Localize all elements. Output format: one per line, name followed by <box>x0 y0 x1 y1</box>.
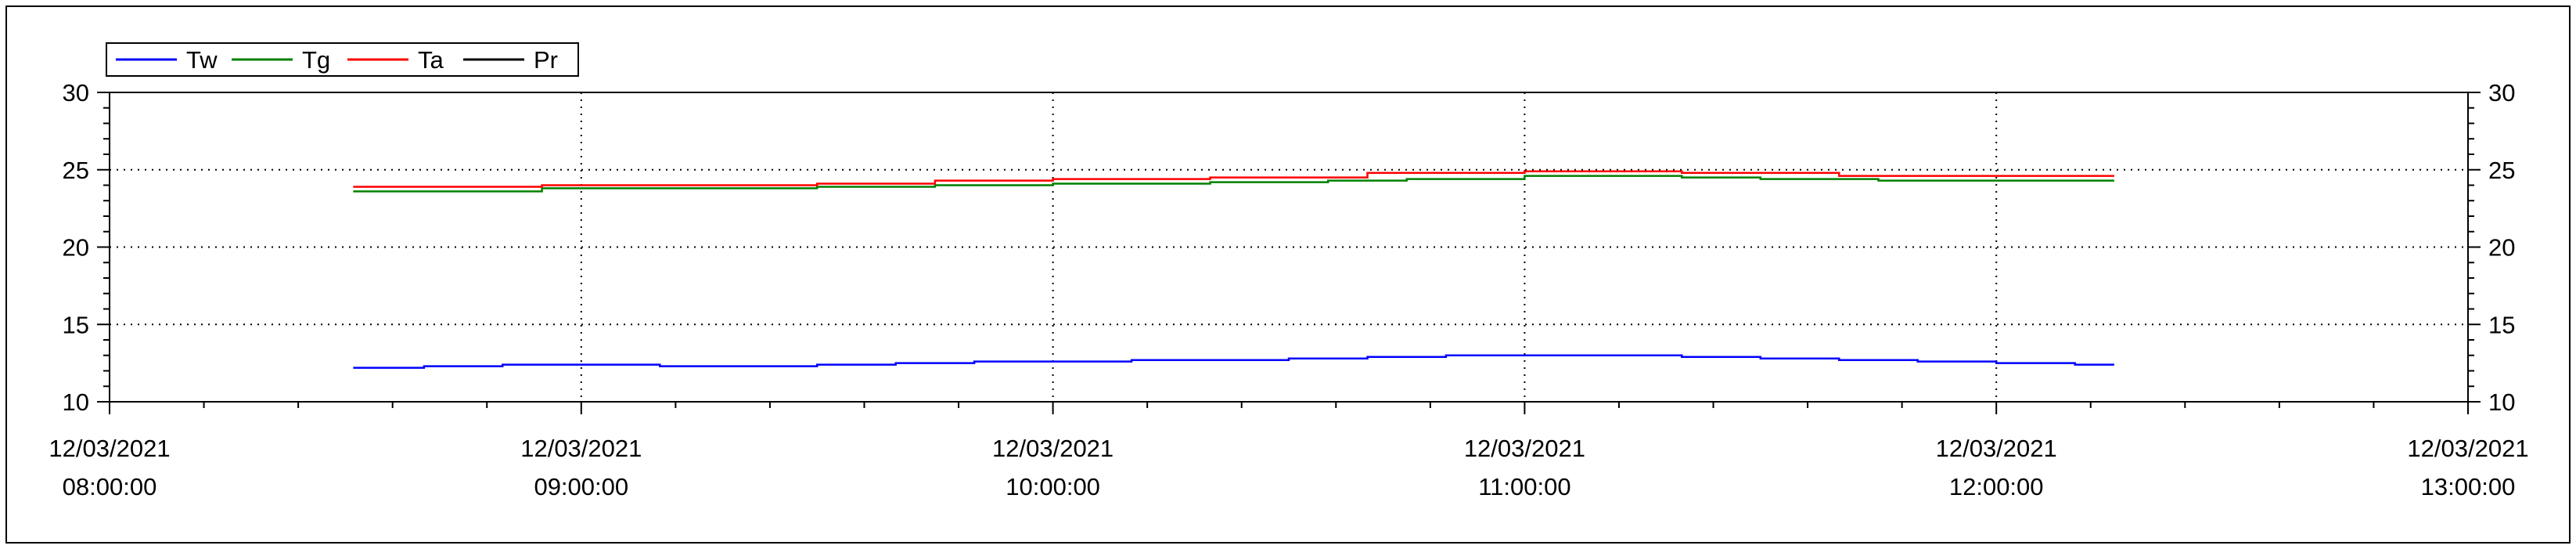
x-tick-label-date: 12/03/2021 <box>992 435 1114 462</box>
legend-label-tg: Tg <box>302 46 330 74</box>
series-line-ta <box>353 170 2114 188</box>
x-tick-label-date: 12/03/2021 <box>1464 435 1585 462</box>
grid-layer <box>110 92 2468 402</box>
x-tick-label-time: 08:00:00 <box>63 473 157 500</box>
y-tick-label-right: 10 <box>2488 388 2515 416</box>
chart-outer-frame <box>5 5 2571 544</box>
legend: Tw Tg Ta Pr <box>106 42 579 77</box>
x-tick-label-time: 10:00:00 <box>1006 473 1100 500</box>
legend-label-ta: Ta <box>418 46 444 74</box>
tick-layer <box>97 92 2481 414</box>
x-tick-labels: 12/03/2021 08:00:00 12/03/2021 09:00:00 12/0… <box>49 435 2528 500</box>
y-tick-label-left: 10 <box>63 388 89 416</box>
x-tick-label-date: 12/03/2021 <box>520 435 642 462</box>
x-tick-label-date: 12/03/2021 <box>1936 435 2057 462</box>
x-tick-label-time: 11:00:00 <box>1478 473 1570 500</box>
y-tick-label-right: 20 <box>2488 234 2515 262</box>
y-tick-label-right: 15 <box>2488 311 2515 338</box>
y-tick-label-left: 25 <box>63 157 89 184</box>
legend-label-pr: Pr <box>534 46 558 74</box>
x-tick-label-time: 12:00:00 <box>1949 473 2044 500</box>
x-tick-label-date: 12/03/2021 <box>49 435 170 462</box>
y-tick-label-right: 25 <box>2488 157 2515 184</box>
y-tick-label-left: 15 <box>63 311 89 338</box>
series-line-tw <box>353 354 2114 369</box>
legend-items: Tw Tg Ta Pr <box>116 46 558 74</box>
x-tick-label-time: 13:00:00 <box>2421 473 2516 500</box>
y-tick-label-right: 30 <box>2488 79 2515 107</box>
y-tick-labels-left: 10 15 20 25 30 <box>63 79 89 416</box>
x-tick-label-time: 09:00:00 <box>534 473 628 500</box>
series-line-tg <box>353 175 2114 193</box>
y-tick-labels-right: 10 15 20 25 30 <box>2488 79 2515 416</box>
series-layer <box>353 170 2114 369</box>
y-tick-label-left: 30 <box>63 79 89 107</box>
y-tick-label-left: 20 <box>63 234 89 262</box>
legend-label-tw: Tw <box>186 46 218 74</box>
x-tick-label-date: 12/03/2021 <box>2407 435 2528 462</box>
